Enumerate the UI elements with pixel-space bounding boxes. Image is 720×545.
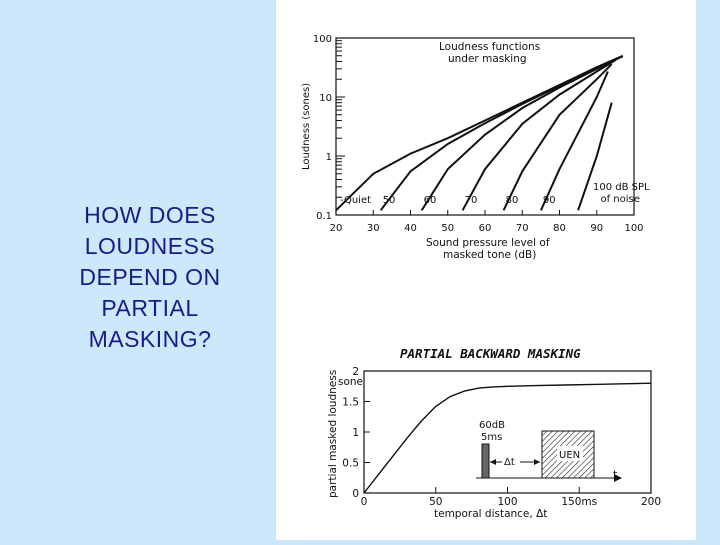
loudness-x-ticks: 20 30 40 50 60 70 80 90 100	[330, 210, 644, 234]
loudness-curve	[420, 57, 620, 211]
backward-masking-chart: PARTIAL BACKWARD MASKING 0 0.5 1 1.5 2 0 50 10…	[327, 346, 661, 520]
x-tick-label: 20	[330, 223, 343, 234]
curve-label-noise: 100 dB SPL	[593, 182, 650, 193]
inset-noise-label-bg	[557, 446, 583, 461]
masking-inset: 60dB 5ms UEN t Δt	[476, 420, 622, 482]
x-tick-label: 200	[641, 496, 661, 508]
inset-tone-label: 60dB	[479, 420, 505, 431]
loudness-title-line1: Loudness functions	[439, 41, 540, 53]
inset-tone-burst	[481, 443, 490, 479]
y-tick-label: 0.5	[342, 458, 359, 470]
inset-delta-arrowhead-right	[534, 459, 540, 465]
masking-y-label: partial masked loudness	[327, 370, 339, 498]
curve-label: 70	[465, 195, 478, 206]
inset-duration-label: 5ms	[481, 432, 502, 443]
backward-masking-title: PARTIAL BACKWARD MASKING	[400, 346, 581, 361]
y-tick-label: 1.5	[342, 397, 359, 409]
y-tick-label: 0	[352, 488, 359, 500]
inset-noise-label: UEN	[559, 450, 580, 461]
question-line: DEPEND ON	[79, 264, 221, 290]
y-tick-label: 10	[319, 93, 332, 104]
question-line: LOUDNESS	[84, 233, 216, 259]
question-line: HOW DOES	[84, 202, 216, 228]
question-line: MASKING?	[88, 326, 212, 352]
curve-label-noise-2: of noise	[600, 194, 639, 205]
y-tick-label: 1	[326, 152, 332, 163]
masking-x-label: temporal distance, Δt	[434, 508, 547, 520]
masking-plot-frame	[363, 370, 652, 494]
x-tick-label: 60	[479, 223, 492, 234]
loudness-curve	[461, 59, 616, 211]
curve-label: 80	[506, 195, 519, 206]
x-tick-label: 70	[516, 223, 529, 234]
loudness-x-label-line2: masked tone (dB)	[443, 249, 536, 261]
x-tick-label: 150ms	[561, 496, 597, 508]
curve-label: 60	[424, 195, 437, 206]
x-tick-label: 40	[404, 223, 417, 234]
question-line: PARTIAL	[101, 295, 199, 321]
masking-curve	[363, 382, 652, 494]
loudness-curve	[335, 54, 624, 212]
curve-label: 90	[543, 195, 556, 206]
loudness-x-label-line1: Sound pressure level of	[426, 237, 550, 249]
masking-y-unit: sone	[338, 376, 363, 388]
loudness-curve	[539, 71, 609, 211]
loudness-curve	[577, 102, 613, 211]
inset-time-arrowhead	[614, 474, 622, 482]
masking-y-ticks: 0 0.5 1 1.5 2	[342, 366, 370, 500]
loudness-y-label: Loudness (sones)	[301, 83, 312, 170]
x-tick-label: 0	[361, 496, 368, 508]
loudness-chart: 0.1 1 10 100 20 30 40 50 60 70 80 90 100 -Quiet 50 60…	[301, 34, 650, 261]
y-tick-label: 1	[352, 427, 359, 439]
x-tick-label: 50	[429, 496, 442, 508]
inset-delta-arrowhead-left	[490, 459, 496, 465]
x-tick-label: 30	[367, 223, 380, 234]
y-tick-label: 2	[352, 366, 359, 378]
x-tick-label: 100	[624, 223, 643, 234]
x-tick-label: 50	[441, 223, 454, 234]
slide-question: HOW DOES LOUDNESS DEPEND ON PARTIAL MASK…	[40, 200, 260, 355]
loudness-curve	[502, 63, 613, 211]
y-tick-label: 100	[313, 34, 332, 45]
inset-delta-label-bg	[502, 454, 520, 468]
figure-panel: 0.1 1 10 100 20 30 40 50 60 70 80 90 100 -Quiet 50 60…	[276, 0, 696, 540]
x-tick-label: 80	[553, 223, 566, 234]
loudness-y-ticks: 0.1 1 10 100	[313, 34, 345, 222]
masking-x-ticks: 0 50 100 150ms 200	[361, 487, 661, 508]
x-tick-label: 100	[497, 496, 517, 508]
y-tick-label: 0.1	[316, 211, 332, 222]
curve-label: -Quiet	[340, 195, 371, 206]
inset-delta-label: Δt	[504, 457, 515, 468]
curve-label: 50	[383, 195, 396, 206]
loudness-title-line2: under masking	[448, 53, 527, 65]
inset-time-label: t	[613, 468, 618, 481]
masking-series-line	[363, 382, 652, 494]
x-tick-label: 90	[590, 223, 603, 234]
